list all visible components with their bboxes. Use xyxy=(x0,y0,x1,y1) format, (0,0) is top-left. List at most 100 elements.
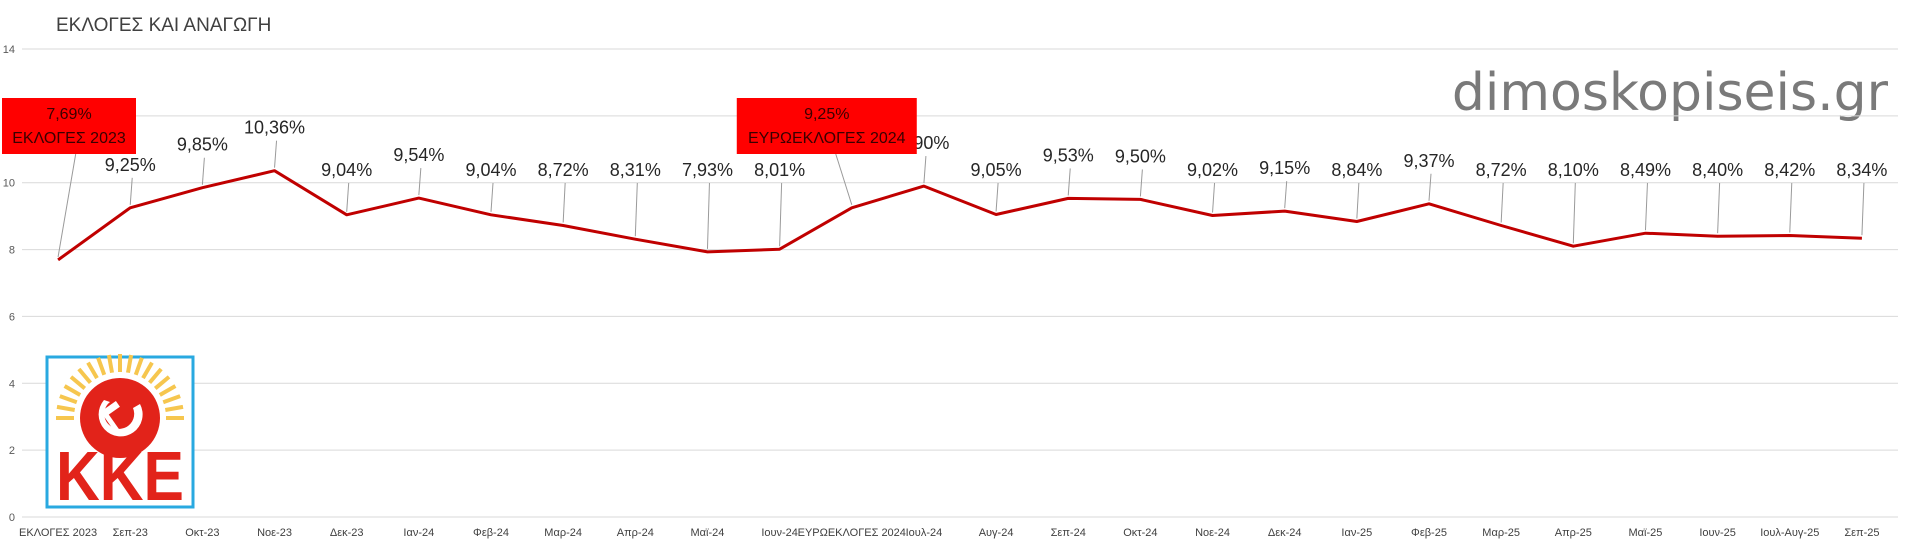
logo-ray xyxy=(96,357,107,376)
logo-ray xyxy=(153,375,171,390)
x-tick-label: Φεβ-25 xyxy=(1411,527,1447,539)
label-leader xyxy=(490,182,494,212)
label-leader xyxy=(129,177,133,205)
data-label: 9,53% xyxy=(1043,145,1094,165)
x-tick-label: Μαρ-24 xyxy=(544,527,582,539)
label-leaders xyxy=(57,140,1865,258)
logo-ray xyxy=(56,404,76,412)
callout-leader xyxy=(57,153,77,258)
y-tick-label: 2 xyxy=(9,445,15,457)
x-tick-label: Ιουν-25 xyxy=(1699,527,1736,539)
callout-label: ΕΚΛΟΓΕΣ 2023 xyxy=(12,130,126,147)
data-label: 8,42% xyxy=(1764,160,1815,180)
label-leader xyxy=(1212,182,1216,213)
label-leader xyxy=(1861,182,1865,236)
callout-label: 7,69% xyxy=(46,106,91,123)
callout-box xyxy=(2,98,136,154)
label-leader xyxy=(562,182,566,223)
data-label: 9,85% xyxy=(177,135,228,155)
logo-ray xyxy=(133,357,144,376)
x-axis: ΕΚΛΟΓΕΣ 2023 Σεπ-23 Οκτ-23 Νοε-23 Δεκ-23 Ιαν-… xyxy=(19,527,1879,539)
x-tick-label: Δεκ-23 xyxy=(330,527,364,539)
label-leader xyxy=(1789,182,1793,233)
x-tick-label: Μαϊ-24 xyxy=(691,527,725,539)
x-tick-label: ΕΥΡΩΕΚΛΟΓΕΣ 2024 xyxy=(798,527,906,539)
data-label: 9,02% xyxy=(1187,160,1238,180)
x-tick-label: Αυγ-24 xyxy=(979,527,1014,539)
y-tick-label: 14 xyxy=(3,44,15,56)
x-tick-label: Μαϊ-25 xyxy=(1629,527,1663,539)
x-tick-label: Ιαν-25 xyxy=(1341,527,1372,539)
data-label: 8,34% xyxy=(1836,160,1887,180)
x-tick-label: Ιαν-24 xyxy=(403,527,434,539)
label-leader xyxy=(346,182,350,212)
logo-ray xyxy=(141,361,154,380)
label-leader xyxy=(1356,182,1360,219)
x-tick-label: ΕΚΛΟΓΕΣ 2023 xyxy=(19,527,97,539)
logo-ray xyxy=(77,367,92,385)
data-label: 8,31% xyxy=(610,160,661,180)
label-leader xyxy=(274,140,278,168)
logo-ray xyxy=(126,354,134,374)
x-tick-label: Σεπ-25 xyxy=(1844,527,1879,539)
y-tick-label: 8 xyxy=(9,245,15,257)
x-tick-label: Μαρ-25 xyxy=(1482,527,1520,539)
label-leader xyxy=(634,182,638,237)
logo-ray xyxy=(148,367,163,385)
label-leader xyxy=(1644,182,1648,231)
series-line-path xyxy=(57,169,1862,262)
data-label: 9,50% xyxy=(1115,146,1166,166)
grid xyxy=(22,48,1898,518)
label-leader xyxy=(995,182,999,212)
label-leader xyxy=(1572,182,1576,244)
callouts: 7,69% ΕΚΛΟΓΕΣ 2023 9,25% ΕΥΡΩΕΚΛΟΓΕΣ 2024 xyxy=(2,98,917,154)
logo-text: KKE xyxy=(56,437,184,515)
logo-sun-rays xyxy=(56,354,184,420)
chart-title: ΕΚΛΟΓΕΣ ΚΑΙ ΑΝΑΓΩΓΗ xyxy=(56,15,271,36)
callout-label: 9,25% xyxy=(804,106,849,123)
data-label: 8,84% xyxy=(1331,160,1382,180)
data-label: 8,72% xyxy=(538,160,589,180)
label-leader xyxy=(1500,182,1504,223)
label-leader xyxy=(1284,181,1288,209)
logo-ray xyxy=(69,375,87,390)
hammer-sickle-icon xyxy=(98,400,143,437)
x-tick-label: Ιουν-24 xyxy=(761,527,798,539)
callout-leader xyxy=(835,153,853,205)
kke-logo: KKE xyxy=(45,354,195,515)
logo-sun xyxy=(80,378,160,458)
x-tick-label: Ιουλ-Αυγ-25 xyxy=(1760,527,1819,539)
x-tick-label: Νοε-24 xyxy=(1195,527,1230,539)
data-label: 9,37% xyxy=(1403,151,1454,171)
data-label: 8,40% xyxy=(1692,160,1743,180)
x-tick-label: Νοε-23 xyxy=(257,527,292,539)
x-tick-label: Φεβ-24 xyxy=(473,527,509,539)
data-label: 9,25% xyxy=(105,155,156,175)
label-leader xyxy=(923,156,927,184)
x-tick-label: Σεπ-24 xyxy=(1051,527,1086,539)
data-label: 8,72% xyxy=(1476,160,1527,180)
x-tick-label: Δεκ-24 xyxy=(1268,527,1302,539)
y-tick-label: 4 xyxy=(9,378,15,390)
data-labels: 9,25% 9,85% 10,36% 9,04% 9,54% 9,04% 8,72% 8,31… xyxy=(105,118,1888,180)
label-leader xyxy=(706,182,710,249)
callout-label: ΕΥΡΩΕΚΛΟΓΕΣ 2024 xyxy=(748,130,906,147)
data-label: 9,15% xyxy=(1259,158,1310,178)
y-tick-label: 10 xyxy=(3,178,15,190)
label-leader xyxy=(779,182,783,247)
data-label: 9,04% xyxy=(465,160,516,180)
logo-ray xyxy=(59,394,78,405)
label-leader xyxy=(418,168,422,196)
logo-ray xyxy=(162,394,181,405)
x-tick-label: Απρ-24 xyxy=(617,527,654,539)
x-tick-label: Οκτ-24 xyxy=(1123,527,1157,539)
watermark: dimoskopiseis.gr xyxy=(1452,63,1889,123)
label-leader xyxy=(1139,169,1143,197)
label-leader xyxy=(1428,173,1432,201)
series-line xyxy=(57,169,1862,262)
x-tick-label: Απρ-25 xyxy=(1555,527,1592,539)
x-tick-label: Ιουλ-24 xyxy=(906,527,943,539)
logo-ray xyxy=(106,354,114,374)
data-label: 9,04% xyxy=(321,160,372,180)
